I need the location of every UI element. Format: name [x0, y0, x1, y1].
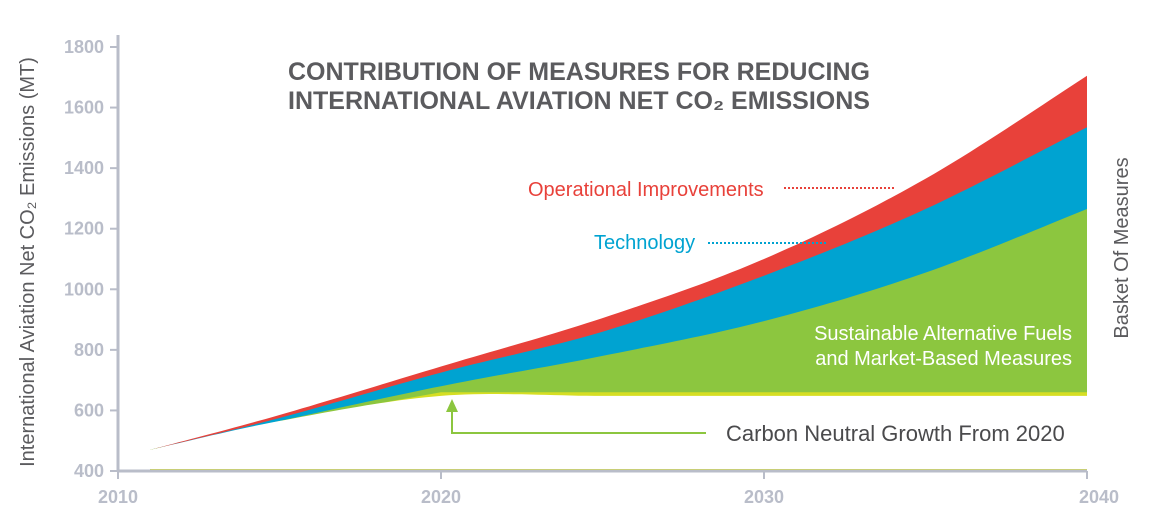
annotation-saf-line-2: and Market-Based Measures [815, 348, 1072, 370]
x-tick-label: 2040 [1079, 487, 1119, 507]
x-tick-label: 2030 [744, 487, 784, 507]
chart-areas [118, 75, 1088, 471]
y-axis-label: International Aviation Net CO₂ Emissions… [17, 57, 39, 467]
annotation-technology: Technology [594, 232, 695, 254]
chart-ticks: 400 600 800 1000 1200 1400 1600 1800 2010 2020 203… [64, 37, 1119, 507]
annotation-operational: Operational Improvements [528, 179, 764, 201]
chart-title-line-1: CONTRIBUTION OF MEASURES FOR REDUCING [288, 58, 870, 86]
arrow-head-icon [446, 399, 458, 412]
y-tick-label: 1000 [64, 279, 104, 299]
y-tick-label: 600 [74, 400, 104, 420]
y-tick-label: 1800 [64, 37, 104, 57]
x-tick-label: 2010 [98, 487, 138, 507]
chart-title-line-2: INTERNATIONAL AVIATION NET CO₂ EMISSIONS [288, 87, 870, 115]
y-tick-label: 1600 [64, 98, 104, 118]
y-tick-label: 800 [74, 340, 104, 360]
right-axis-label: Basket Of Measures [1111, 157, 1133, 338]
y-tick-label: 1400 [64, 158, 104, 178]
y-tick-label: 400 [74, 461, 104, 481]
annotation-carbon-neutral: Carbon Neutral Growth From 2020 [726, 421, 1065, 446]
x-tick-label: 2020 [421, 487, 461, 507]
area-baseline-mask [118, 394, 1087, 469]
arrow-carbon-neutral [451, 410, 706, 434]
annotation-saf-line-1: Sustainable Alternative Fuels [814, 323, 1072, 345]
y-tick-label: 1200 [64, 219, 104, 239]
